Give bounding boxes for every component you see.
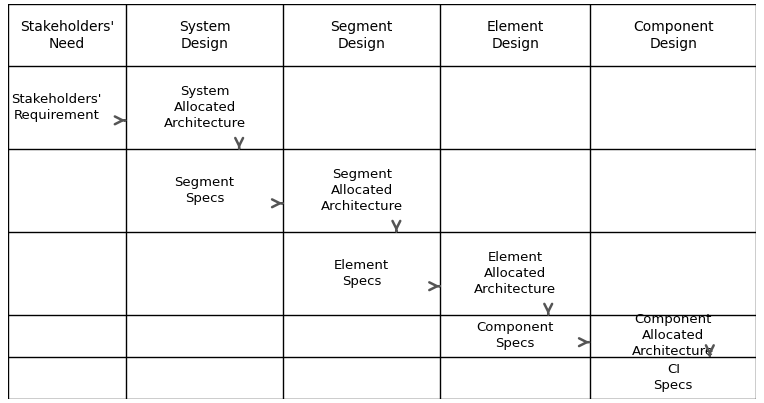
Text: System
Design: System Design — [179, 20, 231, 51]
Text: Segment
Allocated
Architecture: Segment Allocated Architecture — [321, 168, 403, 213]
Text: Element
Allocated
Architecture: Element Allocated Architecture — [474, 251, 556, 296]
Text: Stakeholders'
Requirement: Stakeholders' Requirement — [11, 93, 102, 123]
Text: CI
Specs: CI Specs — [653, 364, 693, 393]
Text: Component
Allocated
Architecture: Component Allocated Architecture — [632, 314, 714, 359]
Text: System
Allocated
Architecture: System Allocated Architecture — [163, 85, 245, 131]
Text: Element
Design: Element Design — [487, 20, 544, 51]
Text: Stakeholders'
Need: Stakeholders' Need — [20, 20, 114, 51]
Text: Component
Specs: Component Specs — [477, 322, 554, 351]
Text: Component
Design: Component Design — [633, 20, 714, 51]
Text: Segment
Design: Segment Design — [331, 20, 393, 51]
Text: Segment
Specs: Segment Specs — [174, 177, 235, 206]
Text: Element
Specs: Element Specs — [334, 259, 390, 288]
